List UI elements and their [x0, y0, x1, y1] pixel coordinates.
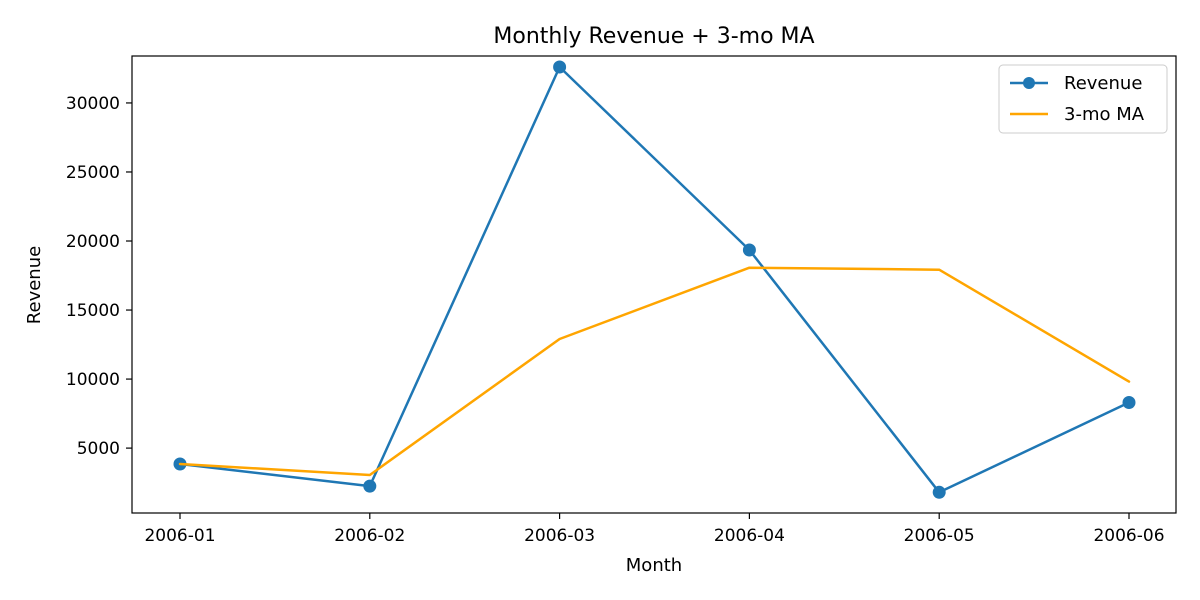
data-point-revenue — [932, 485, 946, 499]
y-tick-label: 30000 — [66, 94, 120, 114]
legend: Revenue 3-mo MA — [998, 64, 1168, 134]
series-layer — [173, 60, 1136, 499]
ticks-layer: 2006-01 2006-02 2006-03 2006-04 2006-05 2006-… — [66, 94, 1165, 546]
x-tick-label: 2006-03 — [524, 526, 595, 546]
plot-frame — [131, 55, 1177, 514]
x-tick-label: 2006-01 — [144, 526, 215, 546]
data-point-revenue — [363, 479, 377, 493]
x-tick-label: 2006-05 — [904, 526, 975, 546]
x-tick-label: 2006-06 — [1093, 526, 1164, 546]
y-tick-label: 5000 — [77, 439, 120, 459]
data-point-revenue — [742, 243, 756, 257]
series-line-3-mo-ma — [178, 266, 1131, 477]
legend-revenue-label: Revenue — [1064, 73, 1142, 94]
y-tick-label: 15000 — [66, 301, 120, 321]
series-line-revenue — [178, 65, 1131, 494]
x-tick-label: 2006-04 — [714, 526, 785, 546]
y-tick-label: 25000 — [66, 163, 120, 183]
data-point-revenue — [1122, 396, 1136, 409]
data-point-revenue — [553, 60, 567, 74]
y-axis-label: Revenue — [24, 246, 45, 324]
legend-ma-label: 3-mo MA — [1064, 104, 1145, 125]
y-tick-label: 10000 — [66, 370, 120, 390]
x-axis-label: Month — [626, 555, 682, 576]
x-tick-label: 2006-02 — [334, 526, 405, 546]
y-tick-label: 20000 — [66, 232, 120, 252]
chart-title: Monthly Revenue + 3-mo MA — [493, 24, 814, 49]
legend-revenue-marker — [1023, 77, 1035, 89]
